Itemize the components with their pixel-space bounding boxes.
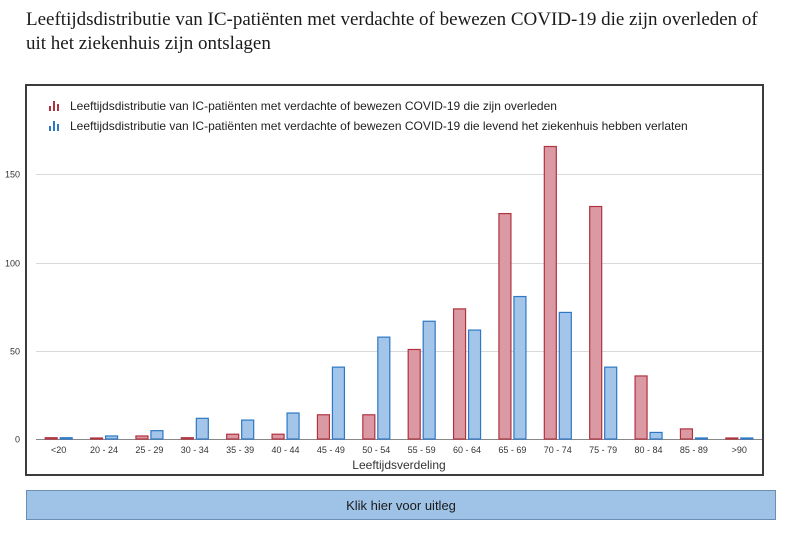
x-axis-title: Leeftijdsverdeling [352,458,445,472]
x-tick-label: 70 - 74 [544,445,572,455]
bar-deceased[interactable] [452,308,467,440]
bar-deceased[interactable] [634,375,648,440]
x-tick-label: 20 - 24 [90,445,118,455]
x-tick-label: 45 - 49 [317,445,345,455]
bar-discharged[interactable] [422,320,436,440]
x-tick-label: 80 - 84 [635,445,663,455]
bar-deceased[interactable] [543,145,557,440]
bar-discharged[interactable] [649,431,663,440]
chart-legend: Leeftijdsdistributie van IC-patiënten me… [48,96,688,136]
bar-discharged[interactable] [694,437,709,440]
x-tick-label: 35 - 39 [226,445,254,455]
bar-discharged[interactable] [377,336,391,440]
legend-item-deceased[interactable]: Leeftijdsdistributie van IC-patiënten me… [48,96,688,116]
x-tick-label: 85 - 89 [680,445,708,455]
bar-deceased[interactable] [498,212,512,440]
bar-chart-icon [48,100,62,112]
legend-label-deceased: Leeftijdsdistributie van IC-patiënten me… [70,99,557,113]
bar-deceased[interactable] [407,348,421,440]
x-tick-label: 25 - 29 [135,445,163,455]
x-tick-label: 60 - 64 [453,445,481,455]
x-tick-label: 30 - 34 [181,445,209,455]
bar-discharged[interactable] [150,430,164,440]
bar-discharged[interactable] [331,366,346,440]
bar-deceased[interactable] [226,433,240,440]
legend-item-discharged[interactable]: Leeftijdsdistributie van IC-patiënten me… [48,116,688,136]
bar-deceased[interactable] [89,437,104,440]
x-tick-label: 55 - 59 [408,445,436,455]
bar-deceased[interactable] [180,437,194,440]
bar-discharged[interactable] [740,437,754,440]
bars [44,145,754,440]
bar-deceased[interactable] [589,205,603,440]
bar-discharged[interactable] [104,435,119,440]
page-title: Leeftijdsdistributie van IC-patiënten me… [26,9,758,54]
bar-chart-icon [48,120,62,132]
bar-discharged[interactable] [241,419,255,440]
legend-label-discharged: Leeftijdsdistributie van IC-patiënten me… [70,119,688,133]
y-tick-label: 150 [5,170,20,180]
x-axis-ticks: <20 20 - 24 25 - 29 30 - 34 35 - 39 40 - 44 45… [51,445,747,455]
x-tick-label: 75 - 79 [589,445,617,455]
bar-discharged[interactable] [513,295,527,440]
bar-deceased[interactable] [725,437,739,440]
x-tick-label: 40 - 44 [272,445,300,455]
bar-discharged[interactable] [286,412,300,440]
bar-discharged[interactable] [467,329,482,440]
bar-deceased[interactable] [44,437,58,440]
x-tick-label: 50 - 54 [362,445,390,455]
x-tick-label: 65 - 69 [498,445,526,455]
bar-deceased[interactable] [362,414,376,440]
bar-deceased[interactable] [135,435,149,440]
y-tick-label: 100 [5,259,20,269]
explain-button[interactable]: Klik hier voor uitleg [26,490,776,520]
bar-discharged[interactable] [195,417,209,440]
gridlines [36,174,762,440]
x-tick-label: <20 [51,445,66,455]
bar-deceased[interactable] [679,428,694,440]
bar-discharged[interactable] [558,311,572,440]
y-axis-ticks: 0 50 100 150 [5,170,20,445]
bar-deceased[interactable] [316,414,331,440]
x-tick-label: >90 [732,445,747,455]
y-tick-label: 0 [15,435,20,445]
bar-deceased[interactable] [271,433,285,440]
bar-discharged[interactable] [59,437,73,440]
y-tick-label: 50 [10,347,20,357]
bar-discharged[interactable] [604,366,618,440]
